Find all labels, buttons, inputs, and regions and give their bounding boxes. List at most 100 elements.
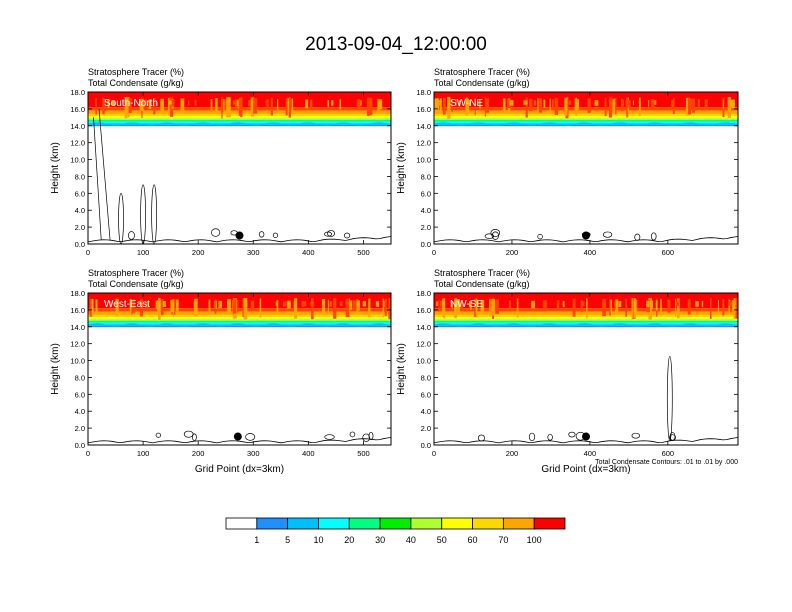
tropopause-edge (434, 122, 738, 126)
y-tick-label: 4.0 (75, 407, 85, 416)
y-tick-label: 12.0 (416, 340, 431, 349)
tracer-streak (218, 300, 222, 308)
tracer-streak (618, 301, 622, 308)
tracer-streak (465, 97, 468, 116)
x-axis-label: Grid Point (dx=3km) (195, 464, 284, 475)
tracer-streak (615, 98, 617, 115)
tracer-streak (554, 97, 559, 115)
x-tick-label: 400 (302, 449, 315, 458)
tracer-streak (479, 99, 481, 109)
panel-name: NW-SE (450, 299, 483, 310)
tracer-streak (531, 300, 535, 309)
tracer-streak (502, 98, 506, 114)
tracer-streak (689, 99, 694, 111)
condensate-contour (368, 431, 374, 440)
tracer-streak (103, 98, 106, 112)
y-tick-label: 2.0 (75, 223, 85, 232)
tracer-streak (587, 98, 591, 113)
condensate-contour (666, 355, 673, 442)
tracer-streak (495, 299, 499, 314)
tracer-streak (303, 301, 307, 307)
tracer-streak (549, 98, 551, 112)
tracer-streak (581, 299, 583, 313)
tracer-band (88, 119, 391, 122)
condensate-contour (602, 231, 613, 238)
tracer-streak (543, 300, 548, 311)
tracer-streak (282, 301, 287, 307)
condensate-contour (128, 231, 135, 240)
tracer-streak (208, 299, 211, 314)
tracer-streak (124, 97, 127, 119)
y-tick-label: 0.0 (421, 240, 431, 249)
tracer-streak (309, 99, 313, 108)
condensate-contour (362, 433, 370, 442)
tracer-streak (248, 100, 251, 107)
tracer-streak (621, 98, 624, 112)
tracer-band (434, 107, 738, 111)
tracer-streak (685, 97, 690, 116)
tracer-streak (153, 98, 156, 115)
tracer-streak (194, 298, 198, 317)
tracer-streak (636, 299, 638, 313)
tracer-streak (215, 98, 218, 115)
colorbar-box (225, 517, 258, 530)
tracer-streak (675, 298, 677, 317)
y-tick-label: 10.0 (416, 156, 431, 165)
x-tick-label: 600 (662, 449, 675, 458)
tracer-streak (291, 98, 294, 113)
tracer-band (88, 116, 391, 119)
y-tick-label: 18.0 (70, 88, 85, 97)
tracer-streak (321, 299, 326, 316)
panel-title-condensate: Total Condensate (g/kg) (88, 78, 184, 88)
colorbar-label: 40 (406, 535, 416, 545)
tracer-streak (474, 97, 476, 116)
tracer-streak (139, 98, 144, 111)
y-tick-label: 6.0 (421, 189, 431, 198)
tracer-band (434, 110, 738, 114)
tracer-band (88, 124, 391, 127)
tracer-streak (568, 100, 572, 105)
tracer-streak (447, 96, 451, 119)
tracer-streak (731, 99, 735, 109)
tracer-streak (442, 97, 446, 115)
tracer-streak (533, 100, 537, 106)
tracer-streak (168, 100, 173, 105)
tracer-streak (632, 100, 634, 105)
tracer-streak (509, 100, 512, 106)
tracer-streak (586, 298, 588, 319)
tracer-streak (610, 299, 613, 313)
tracer-streak (671, 99, 675, 108)
tracer-streak (728, 301, 733, 306)
tracer-streak (631, 297, 634, 320)
tracer-streak (451, 98, 454, 112)
terrain-line (88, 437, 391, 444)
tracer-streak (366, 97, 370, 116)
x-tick-label: 400 (584, 449, 597, 458)
figure-title: 2013-09-04_12:00:00 (305, 34, 487, 55)
tracer-streak (625, 298, 628, 317)
tracer-band (88, 123, 391, 125)
y-tick-label: 14.0 (70, 122, 85, 131)
tracer-streak (345, 301, 347, 306)
tracer-streak (250, 300, 255, 310)
tracer-streak (234, 99, 237, 111)
tracer-streak (466, 98, 470, 111)
condensate-contour (477, 434, 485, 442)
tracer-streak (253, 98, 258, 114)
tracer-streak (139, 298, 144, 317)
tracer-streak (582, 301, 585, 307)
tracer-streak (221, 96, 223, 119)
colorbar-box (441, 517, 473, 530)
tracer-streak (435, 98, 440, 114)
y-tick-label: 14.0 (70, 323, 85, 332)
tracer-streak (339, 301, 343, 306)
tracer-streak (538, 98, 543, 113)
tracer-streak (383, 301, 385, 308)
colorbar-label: 20 (344, 535, 354, 545)
tracer-streak (89, 298, 93, 317)
tropopause-edge (88, 122, 391, 126)
condensate-contour (537, 233, 543, 240)
y-tick-label: 0.0 (75, 441, 85, 450)
condensate-contour (118, 192, 124, 244)
